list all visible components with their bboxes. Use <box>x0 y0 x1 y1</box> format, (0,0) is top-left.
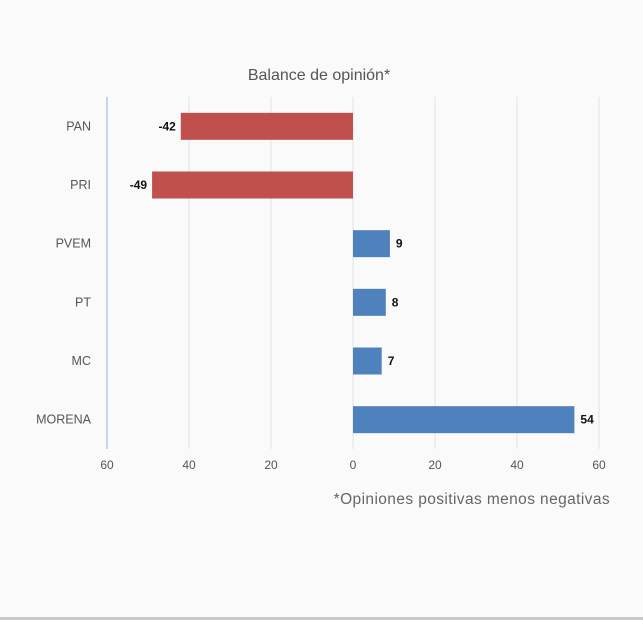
chart-title: Balance de opinión* <box>248 67 390 84</box>
data-label: 7 <box>388 354 395 368</box>
category-label: PT <box>75 295 91 309</box>
category-label: MC <box>72 354 91 368</box>
x-tick-label: 60 <box>592 458 606 472</box>
bar <box>353 347 382 375</box>
labels: 60 40 20 0 20 40 60 PAN -42 PRI -49 PVEM 9 PT 8 MC 7 MORE… <box>36 119 606 472</box>
x-tick-label: 20 <box>264 458 278 472</box>
gridlines <box>188 97 600 449</box>
bars <box>152 112 575 434</box>
bar <box>180 112 353 140</box>
bottom-divider <box>0 617 643 620</box>
category-label: MORENA <box>36 413 92 427</box>
data-label: 9 <box>396 237 403 251</box>
category-label: PRI <box>70 178 91 192</box>
x-tick-label: 40 <box>510 458 524 472</box>
bar <box>353 230 390 258</box>
x-tick-label: 20 <box>428 458 442 472</box>
bar <box>353 406 575 434</box>
bar <box>353 288 386 316</box>
data-label: -49 <box>130 178 148 192</box>
category-label: PAN <box>66 119 91 133</box>
x-tick-label: 0 <box>350 458 357 472</box>
data-label: 8 <box>392 295 399 309</box>
chart-footnote: *Opiniones positivas menos negativas <box>334 491 610 508</box>
data-label: 54 <box>580 413 594 427</box>
category-label: PVEM <box>56 237 91 251</box>
data-label: -42 <box>158 119 176 133</box>
x-tick-label: 40 <box>182 458 196 472</box>
bar <box>152 171 353 199</box>
x-tick-label: 60 <box>100 458 114 472</box>
